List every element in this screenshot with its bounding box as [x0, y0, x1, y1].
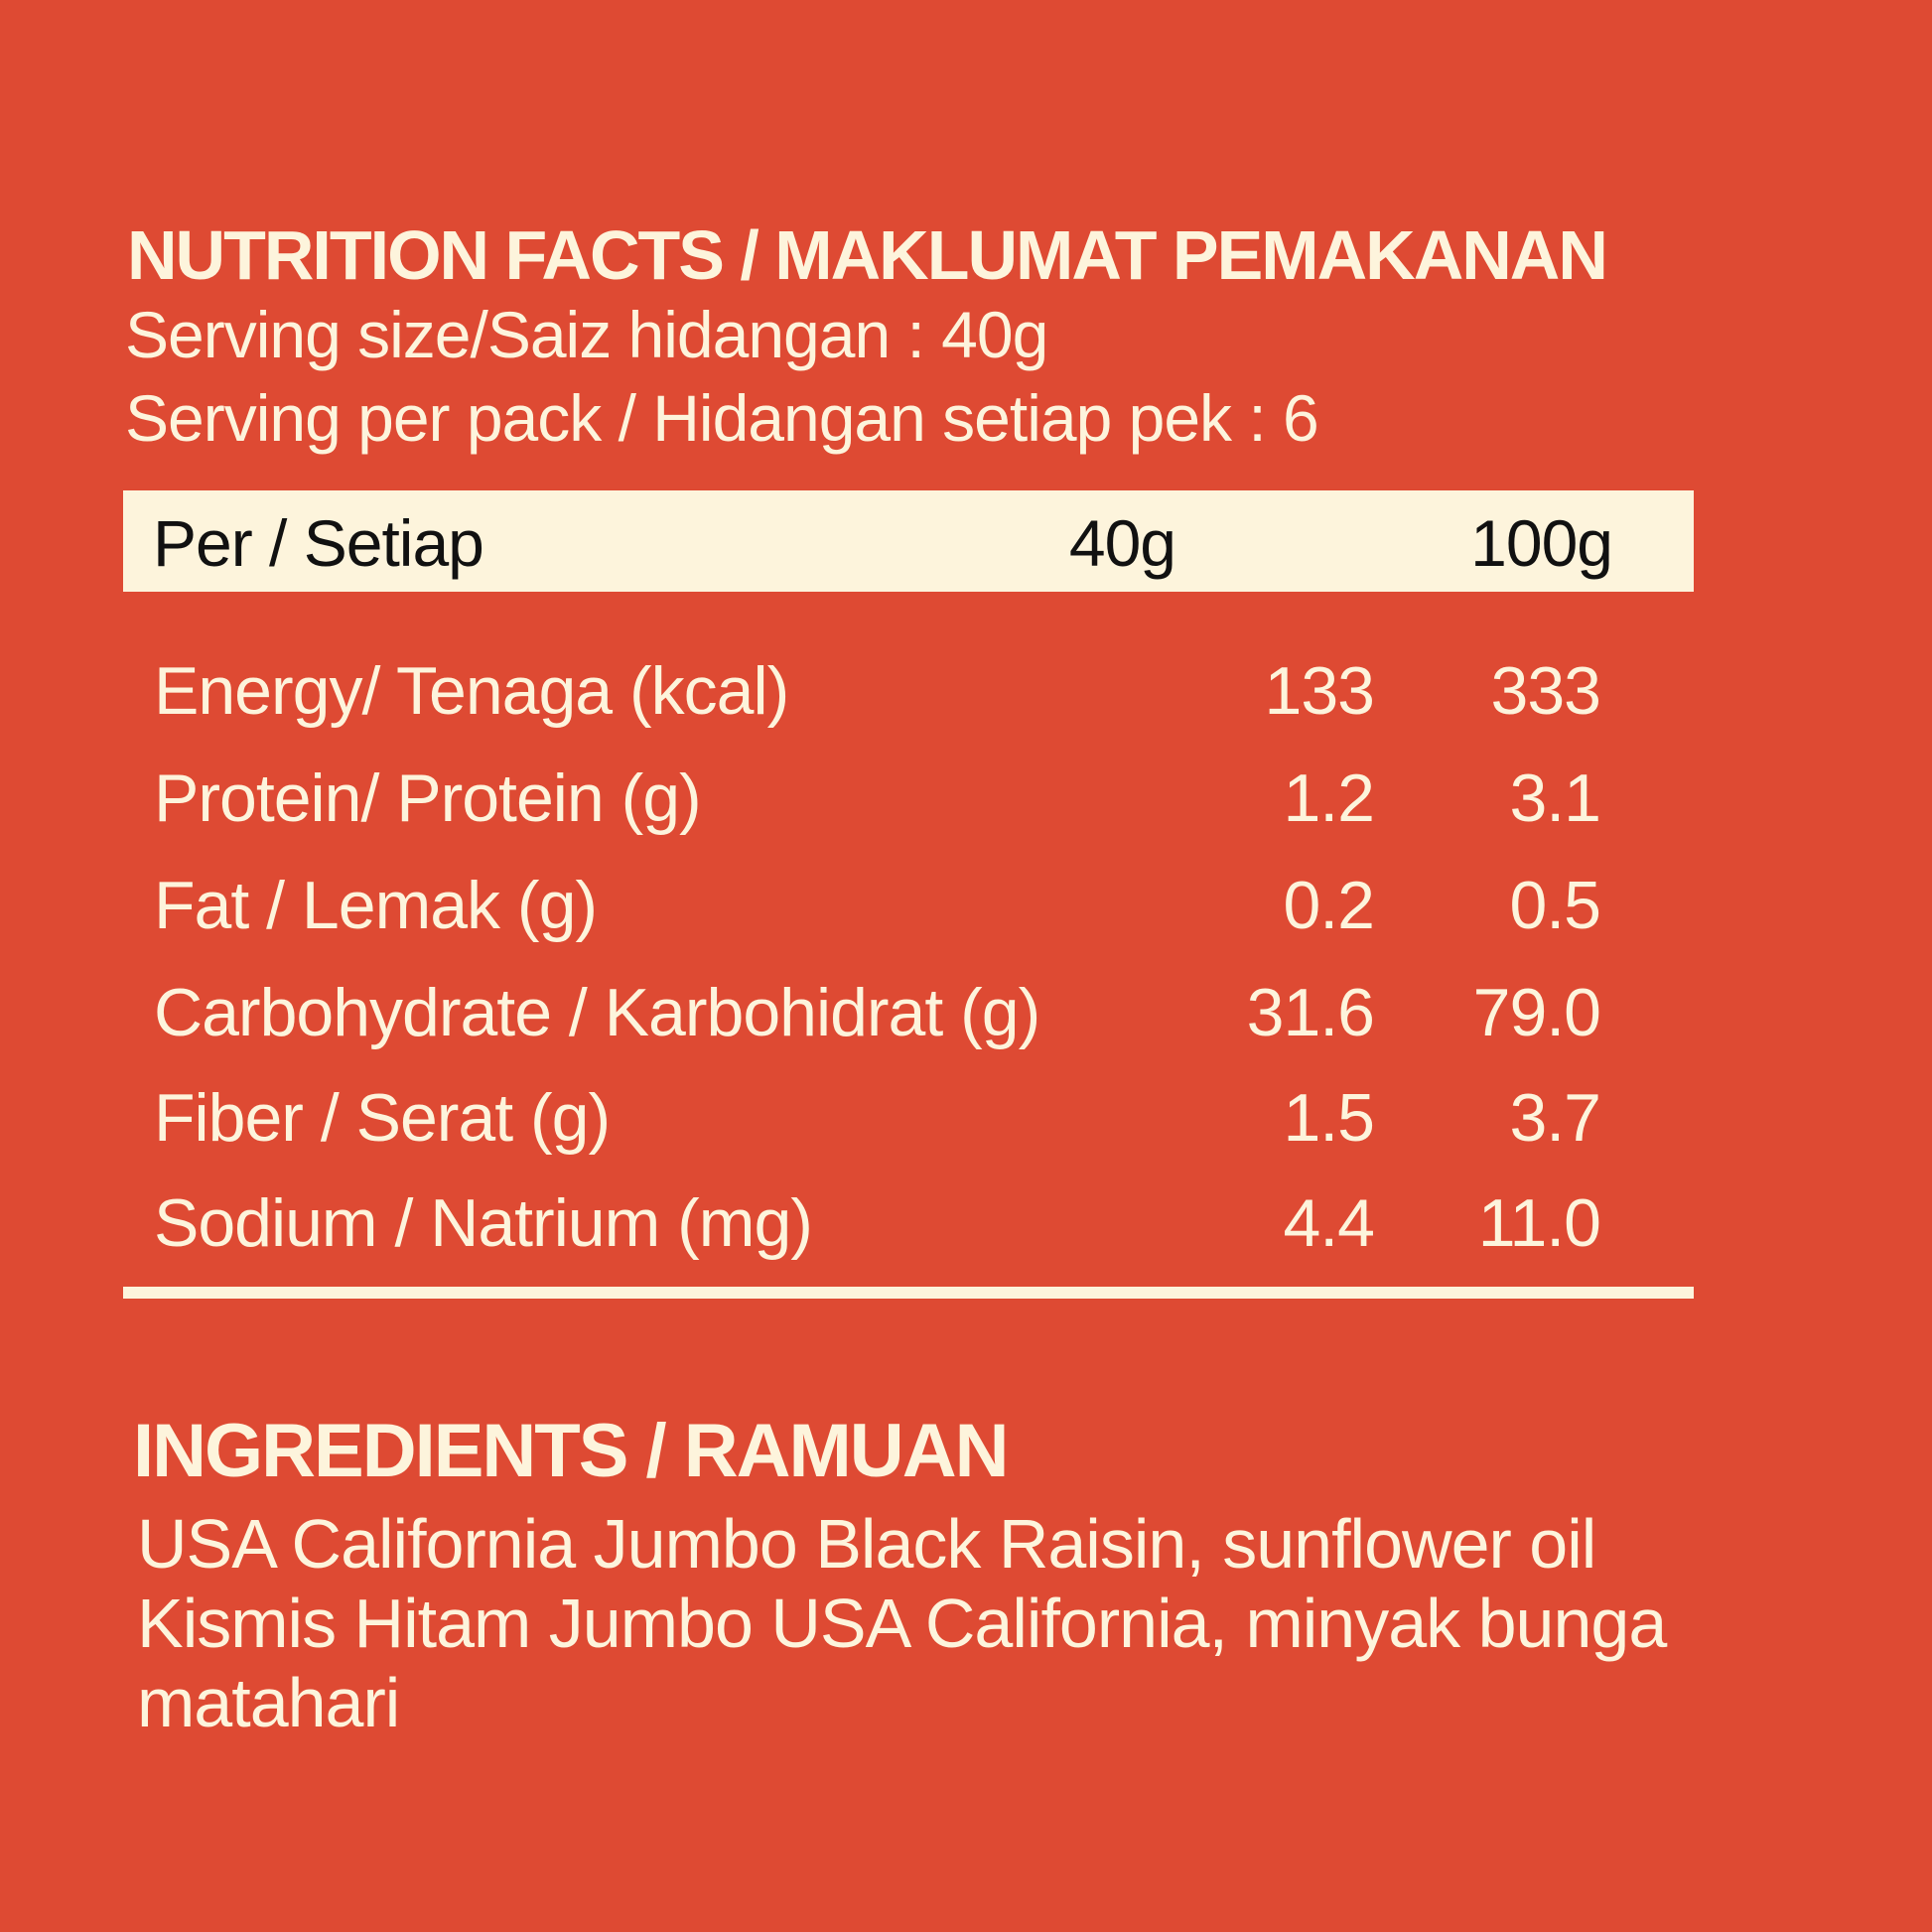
nutrient-label: Fat / Lemak (g)	[154, 868, 598, 943]
nutrient-label: Fiber / Serat (g)	[154, 1080, 611, 1156]
table-bottom-rule	[123, 1287, 1694, 1299]
ingredients-line-1: USA California Jumbo Black Raisin, sunfl…	[137, 1505, 1596, 1583]
nutrient-value-per-100g: 11.0	[1477, 1185, 1601, 1261]
ingredients-line-2: Kismis Hitam Jumbo USA California, minya…	[137, 1585, 1667, 1662]
nutrient-label: Sodium / Natrium (mg)	[154, 1185, 813, 1261]
nutrient-value-per-100g: 79.0	[1472, 975, 1601, 1050]
servings-per-pack: Serving per pack / Hidangan setiap pek :…	[125, 381, 1319, 455]
nutrient-value-per-100g: 3.7	[1509, 1080, 1601, 1156]
nutrient-value-per-serving: 0.2	[1283, 868, 1375, 943]
nutrient-label: Protein/ Protein (g)	[154, 760, 702, 836]
ingredients-title: INGREDIENTS / RAMUAN	[133, 1409, 1009, 1493]
nutrition-title: NUTRITION FACTS / MAKLUMAT PEMAKANAN	[127, 216, 1608, 294]
nutrient-value-per-serving: 4.4	[1283, 1185, 1375, 1261]
nutrient-value-per-100g: 333	[1490, 653, 1601, 729]
nutrient-value-per-serving: 133	[1264, 653, 1375, 729]
nutrient-value-per-serving: 1.2	[1283, 760, 1375, 836]
nutrient-value-per-serving: 31.6	[1246, 975, 1375, 1050]
header-per-label: Per / Setiap	[153, 506, 484, 580]
nutrient-label: Energy/ Tenaga (kcal)	[154, 653, 789, 729]
ingredients-line-3: matahari	[137, 1664, 400, 1741]
table-header-band: Per / Setiap 40g 100g	[123, 490, 1694, 592]
nutrient-value-per-100g: 0.5	[1509, 868, 1601, 943]
serving-size: Serving size/Saiz hidangan : 40g	[125, 298, 1048, 371]
nutrient-label: Carbohydrate / Karbohidrat (g)	[154, 975, 1040, 1050]
nutrient-value-per-100g: 3.1	[1509, 760, 1601, 836]
nutrient-value-per-serving: 1.5	[1283, 1080, 1375, 1156]
